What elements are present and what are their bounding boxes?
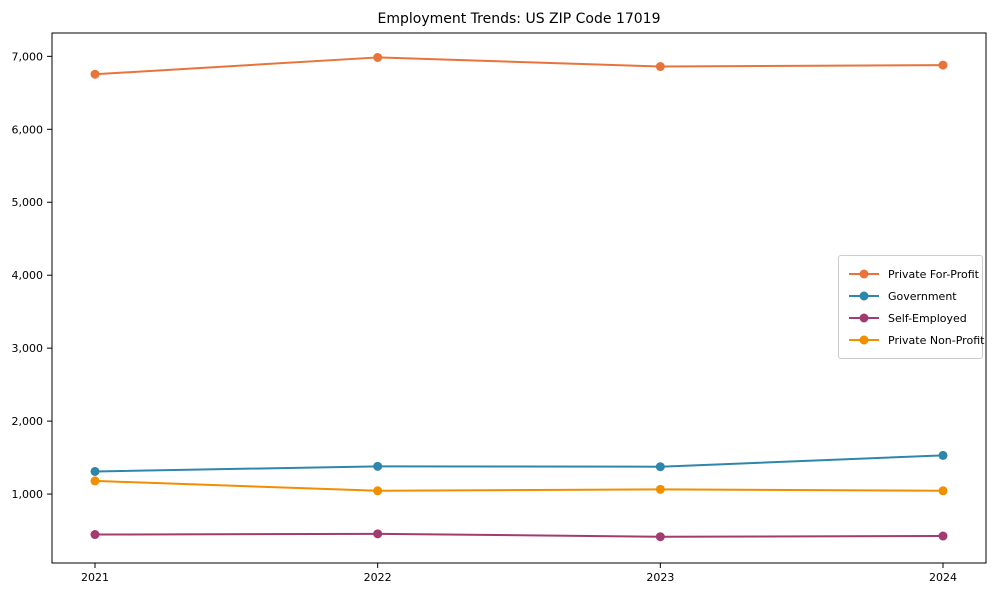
legend-label: Private Non-Profit — [888, 333, 985, 347]
data-point — [938, 486, 948, 496]
data-point — [90, 69, 100, 79]
data-point — [373, 529, 383, 539]
legend-entry: Government — [848, 285, 974, 307]
legend-marker-icon — [849, 335, 879, 345]
data-point — [90, 466, 100, 476]
data-point — [90, 476, 100, 486]
series-line — [94, 56, 944, 76]
x-tick-label: 2022 — [364, 571, 392, 584]
y-tick-label: 6,000 — [12, 123, 44, 136]
y-tick-label: 3,000 — [12, 342, 44, 355]
y-tick-label: 7,000 — [12, 50, 44, 63]
data-point — [373, 461, 383, 471]
legend-entry: Private Non-Profit — [848, 329, 984, 351]
legend-marker-icon — [849, 313, 879, 323]
chart-title: Employment Trends: US ZIP Code 17019 — [377, 11, 661, 27]
series-line — [94, 479, 944, 492]
data-point — [373, 52, 383, 62]
legend: Private For-Profit Government Self-Employe… — [838, 255, 984, 359]
legend-marker-icon — [849, 269, 879, 279]
legend-entry: Private For-Profit — [848, 263, 979, 285]
x-tick-label: 2021 — [81, 571, 109, 584]
y-tick-label: 1,000 — [12, 488, 44, 501]
y-tick-label: 4,000 — [12, 269, 44, 282]
axes-frame — [51, 32, 987, 564]
data-point — [938, 450, 948, 460]
data-point — [655, 462, 665, 472]
x-tick-label: 2024 — [929, 571, 957, 584]
legend-label: Self-Employed — [888, 311, 967, 325]
y-tick-label: 2,000 — [12, 415, 44, 428]
data-point — [373, 486, 383, 496]
data-point — [655, 532, 665, 542]
series-line — [94, 454, 944, 473]
legend-label: Government — [888, 289, 957, 303]
series-line — [94, 532, 944, 538]
legend-label: Private For-Profit — [888, 267, 979, 281]
x-tick-label: 2023 — [646, 571, 674, 584]
legend-marker-icon — [849, 291, 879, 301]
data-point — [655, 484, 665, 494]
data-point — [938, 531, 948, 541]
data-point — [655, 62, 665, 72]
legend-entry: Self-Employed — [848, 307, 974, 329]
data-point — [90, 530, 100, 540]
data-point — [938, 60, 948, 70]
y-tick-label: 5,000 — [12, 196, 44, 209]
